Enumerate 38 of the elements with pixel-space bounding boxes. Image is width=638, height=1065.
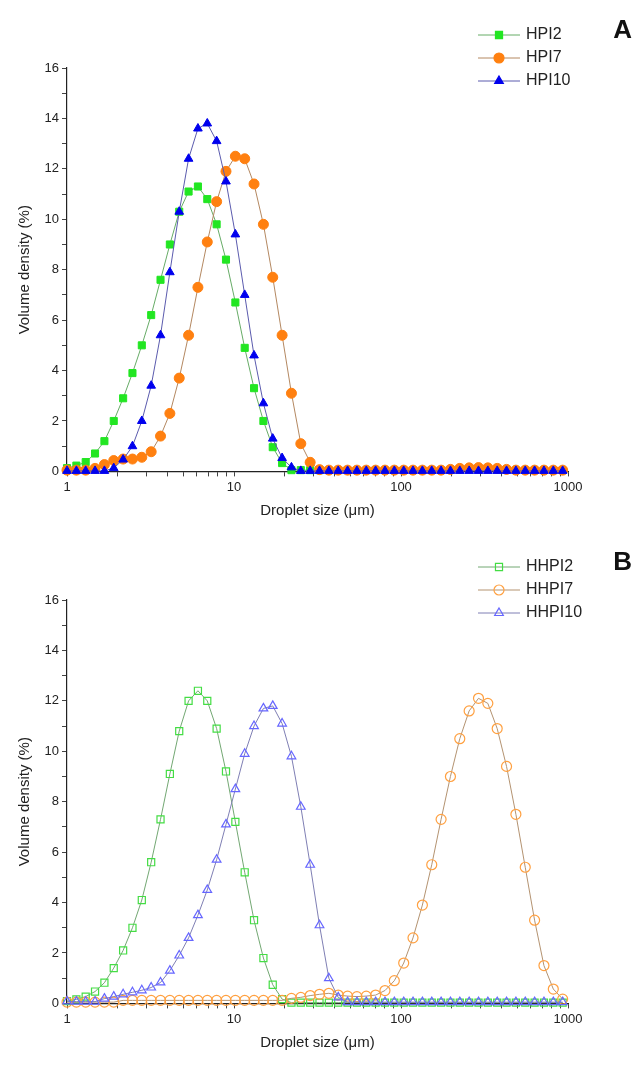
y-tick-label: 8 — [51, 793, 59, 809]
y-tick-label: 4 — [51, 894, 59, 910]
text: A — [613, 14, 633, 45]
y-tick-label: 0 — [51, 994, 59, 1010]
y-tick-label: 14 — [44, 642, 59, 657]
y-tick-label: 10 — [44, 742, 59, 758]
y-tick-label: 12 — [44, 160, 59, 176]
y-tick-label: 16 — [44, 59, 59, 75]
y-tick-label: 8 — [51, 261, 59, 277]
y-tick-label: 2 — [51, 412, 59, 428]
legend-label: HHPI7 — [526, 580, 574, 598]
y-tick-label: 10 — [44, 210, 59, 226]
y-tick-label: 2 — [51, 944, 59, 960]
y-tick-label: 6 — [51, 843, 59, 859]
y-axis-title: Volume density (%) — [15, 737, 33, 867]
legend-label: HPI2 — [526, 25, 562, 43]
y-tick-label: 0 — [51, 462, 59, 478]
legend-label: HPI10 — [526, 71, 571, 89]
legend-label: HPI7 — [526, 48, 562, 66]
y-tick-label: 16 — [44, 591, 59, 607]
y-axis-title: Volume density (%) — [15, 205, 33, 335]
text: B — [613, 546, 632, 577]
x-tick-label: 1 — [63, 478, 71, 494]
x-tick-label: 1 — [63, 1010, 71, 1026]
y-tick-label: 4 — [51, 362, 59, 378]
x-axis-title: Droplet size (μm) — [260, 1033, 375, 1051]
x-tick-label: 100 — [390, 478, 412, 494]
x-tick-label: 1000 — [553, 478, 583, 494]
x-tick-label: 10 — [226, 478, 242, 494]
legend-label: HHPI10 — [526, 603, 583, 621]
y-tick-label: 6 — [51, 311, 59, 327]
legend-label: HHPI2 — [526, 557, 574, 575]
x-axis-title: Droplet size (μm) — [260, 501, 375, 519]
x-tick-label: 1000 — [553, 1010, 583, 1026]
x-tick-label: 10 — [226, 1010, 242, 1026]
y-tick-label: 12 — [44, 692, 59, 708]
x-tick-label: 100 — [390, 1010, 412, 1026]
y-tick-label: 14 — [44, 110, 59, 125]
